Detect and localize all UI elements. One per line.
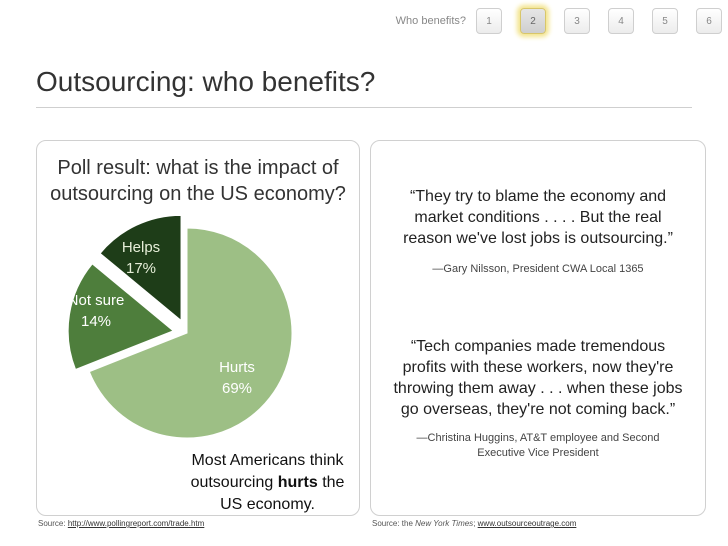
poll-panel: Poll result: what is the impact of outso… (36, 140, 360, 516)
quote-1-line-1: “They try to blame the economy and (409, 188, 667, 205)
title-divider (36, 107, 692, 108)
page-button-1[interactable]: 1 (476, 8, 502, 34)
poll-pie-chart (67, 214, 293, 439)
poll-title: Poll result: what is the impact of outso… (37, 155, 359, 207)
quotes-source-publication: New York Times (415, 519, 474, 528)
summary-text-end: the US economy. (220, 474, 345, 513)
quotes-source-separator: ; (473, 519, 476, 528)
quote-2-line-1: “Tech companies made tremendous (410, 338, 666, 355)
pie-label-not-sure-name: Not sure (67, 292, 125, 309)
poll-title-line-2: outsourcing on the US economy? (50, 183, 346, 205)
poll-source: Source: http://www.pollingreport.com/tra… (38, 519, 204, 528)
poll-summary: Most Americans think outsourcing hurts t… (180, 450, 355, 516)
pie-label-hurts-name: Hurts (219, 359, 255, 376)
pie-label-not-sure: Not sure 14% (61, 290, 131, 332)
pie-label-hurts-value: 69% (221, 380, 253, 397)
quote-1: “They try to blame the economy and marke… (380, 186, 696, 249)
page-button-5[interactable]: 5 (652, 8, 678, 34)
pie-slice-not-sure (99, 214, 182, 322)
pie-slice-hurts (88, 227, 293, 439)
pie-label-helps: Helps 17% (111, 237, 171, 279)
pie-label-hurts: Hurts 69% (211, 357, 263, 399)
poll-title-line-1: Poll result: what is the impact of (57, 157, 339, 179)
quotes-source-prefix: Source: the (372, 519, 413, 528)
quotes-panel (370, 140, 706, 516)
quotes-source: Source: the New York Times; www.outsourc… (372, 519, 576, 528)
quote-2-line-4: go overseas, they're not coming back.” (400, 401, 676, 418)
page-title: Outsourcing: who benefits? (36, 66, 376, 97)
summary-text-start: Most Americans think outsourcing (190, 452, 344, 491)
pie-slice-helps (67, 263, 175, 371)
quote-2-line-2: profits with these workers, now they're (402, 359, 674, 376)
quote-2-attribution-line-2: Executive Vice President (477, 447, 599, 459)
page-button-6[interactable]: 6 (696, 8, 722, 34)
nav-section-label: Who benefits? (395, 15, 466, 27)
quote-1-attribution: —Gary Nilsson, President CWA Local 1365 (432, 263, 644, 275)
page-button-3[interactable]: 3 (564, 8, 590, 34)
summary-emphasis: hurts (277, 474, 318, 491)
poll-source-link[interactable]: http://www.pollingreport.com/trade.htm (67, 519, 205, 528)
poll-source-prefix: Source: (38, 519, 66, 528)
quotes-source-link[interactable]: www.outsourceoutrage.com (477, 519, 577, 528)
pie-label-helps-name: Helps (121, 239, 161, 256)
quote-1-line-3: reason we've lost jobs is outsourcing.” (403, 230, 673, 247)
page-button-2[interactable]: 2 (520, 8, 546, 34)
quote-2-attribution: —Christina Huggins, AT&T employee and Se… (380, 431, 696, 461)
slide-navigation: Who benefits? 1 2 3 4 5 6 (396, 8, 722, 34)
page-button-4[interactable]: 4 (608, 8, 634, 34)
pie-label-not-sure-value: 14% (80, 313, 112, 330)
quote-2-line-3: throwing them away . . . when these jobs (393, 380, 683, 397)
pie-label-helps-value: 17% (125, 260, 157, 277)
quote-1-line-2: market conditions . . . . But the real (414, 209, 662, 226)
quote-2: “Tech companies made tremendous profits … (380, 336, 696, 420)
quote-2-attribution-line-1: —Christina Huggins, AT&T employee and Se… (416, 432, 660, 444)
